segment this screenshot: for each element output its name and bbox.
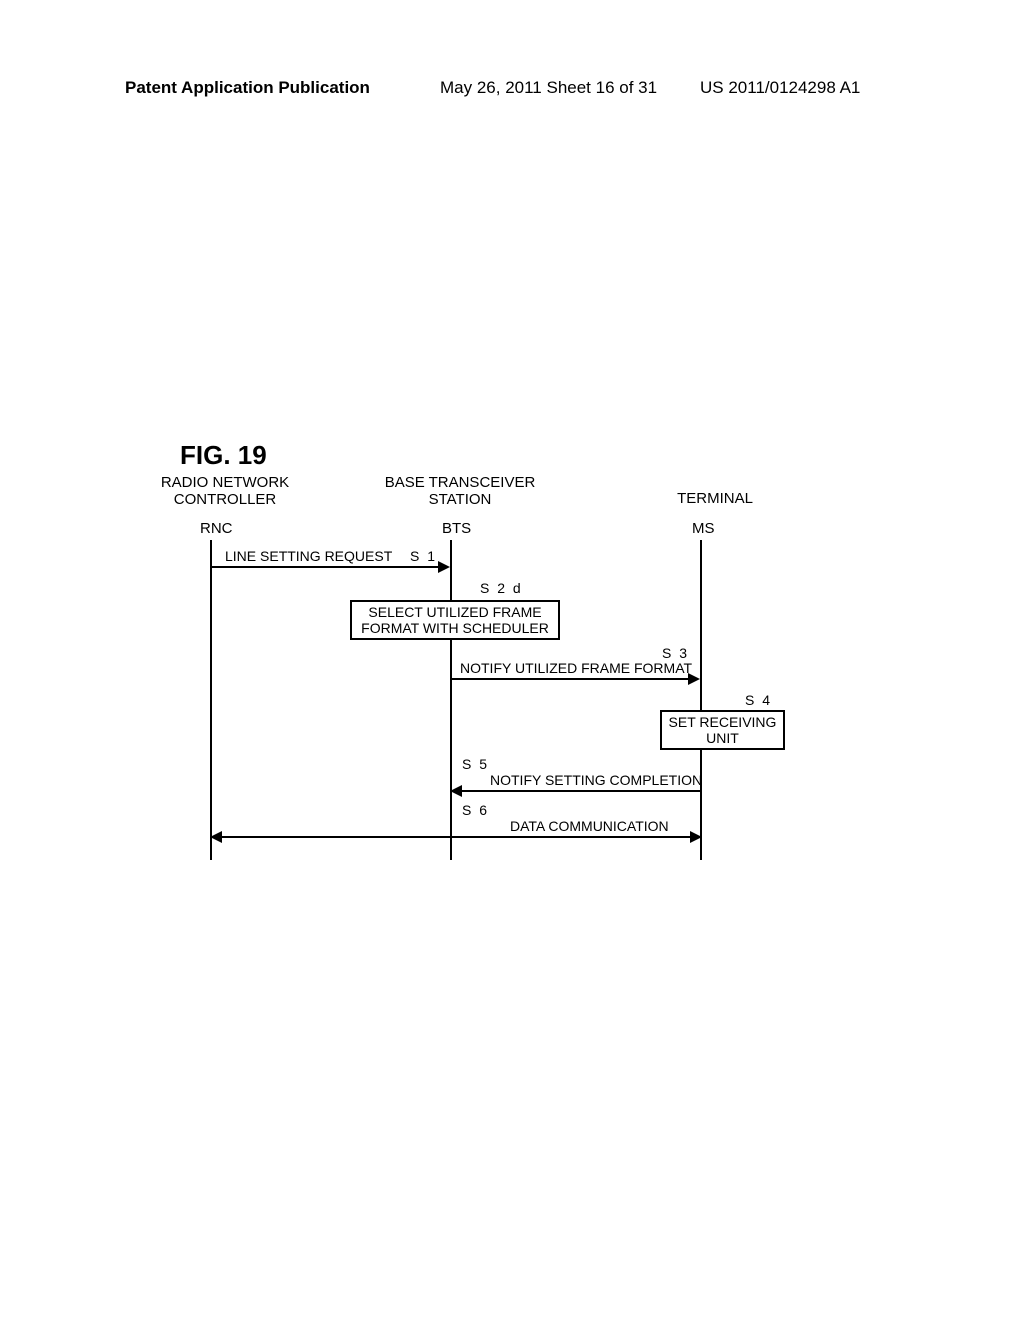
arrow-head-s3 bbox=[688, 673, 700, 685]
col-header-bts: BASE TRANSCEIVER STATION bbox=[380, 474, 540, 508]
lifeline-ms bbox=[700, 540, 702, 860]
msg-s6: DATA COMMUNICATION bbox=[510, 818, 669, 834]
col-sub-ms: MS bbox=[692, 520, 715, 537]
step-s1: S 1 bbox=[410, 548, 437, 564]
lifeline-rnc bbox=[210, 540, 212, 860]
step-s6: S 6 bbox=[462, 802, 489, 818]
arrow-head-s1 bbox=[438, 561, 450, 573]
proc-s4: SET RECEIVING UNIT bbox=[660, 710, 785, 750]
step-s5: S 5 bbox=[462, 756, 489, 772]
step-s3: S 3 bbox=[662, 645, 689, 661]
arrow-s5 bbox=[462, 790, 700, 792]
sequence-diagram: FIG. 19 RADIO NETWORK CONTROLLER RNC BAS… bbox=[170, 440, 810, 870]
header-left: Patent Application Publication bbox=[125, 78, 370, 98]
figure-label: FIG. 19 bbox=[180, 440, 267, 471]
header-mid: May 26, 2011 Sheet 16 of 31 bbox=[440, 78, 657, 98]
header-right: US 2011/0124298 A1 bbox=[700, 78, 860, 98]
col-sub-rnc: RNC bbox=[200, 520, 233, 537]
msg-s1: LINE SETTING REQUEST bbox=[225, 548, 392, 564]
step-s4: S 4 bbox=[745, 692, 772, 708]
arrow-s3 bbox=[452, 678, 690, 680]
col-header-ms: TERMINAL bbox=[665, 490, 765, 507]
proc-s2d: SELECT UTILIZED FRAME FORMAT WITH SCHEDU… bbox=[350, 600, 560, 640]
step-s2d: S 2 d bbox=[480, 580, 523, 596]
msg-s3: NOTIFY UTILIZED FRAME FORMAT bbox=[460, 660, 692, 676]
arrow-head-s5 bbox=[450, 785, 462, 797]
arrow-head-s6-left bbox=[210, 831, 222, 843]
lifeline-bts bbox=[450, 540, 452, 860]
arrow-head-s6-right bbox=[690, 831, 702, 843]
msg-s5: NOTIFY SETTING COMPLETION bbox=[490, 772, 702, 788]
col-sub-bts: BTS bbox=[442, 520, 471, 537]
arrow-s6 bbox=[220, 836, 692, 838]
col-header-rnc: RADIO NETWORK CONTROLLER bbox=[155, 474, 295, 508]
arrow-s1 bbox=[212, 566, 440, 568]
